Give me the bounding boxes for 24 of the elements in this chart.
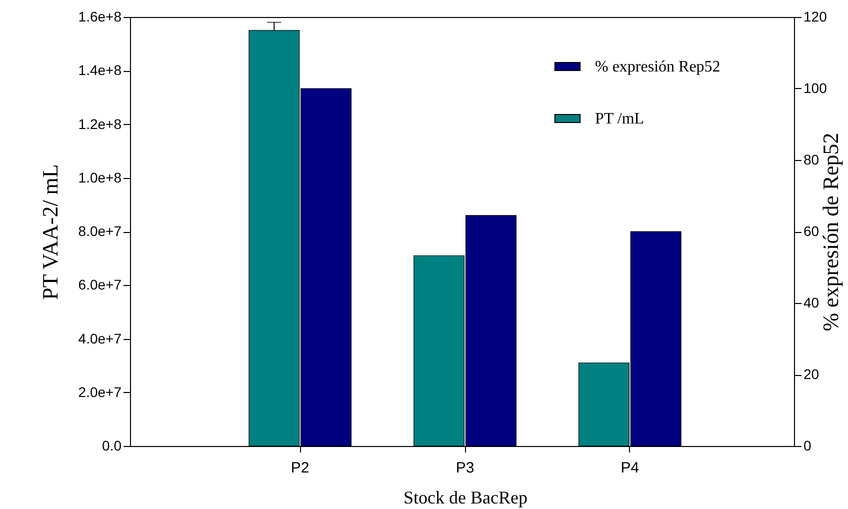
y-tick-label: 1.4e+8 [78,62,122,78]
x-tick-label: P2 [290,460,310,476]
y-tick-label: 1.2e+8 [78,116,122,132]
y2-tick-label: 0 [804,438,812,454]
legend-label: PT /mL [595,110,644,128]
y2-tick-label: 20 [804,366,820,382]
y-tick-label: 2.0e+7 [78,384,122,400]
y2-tick-label: 40 [804,294,820,310]
y-tick-label: 6.0e+7 [78,276,122,293]
y-tick-label: 8.0e+7 [78,223,122,239]
x-tick-label: P3 [456,460,474,476]
y2-tick-label: 120 [804,8,828,24]
y2-tick-label: 100 [804,80,828,96]
x-tick-label: P4 [620,460,640,476]
y-tick-label: 0.0 [102,438,122,454]
y2-tick-label: 60 [804,223,820,239]
y-tick-label: 1.0e+8 [78,169,122,186]
y-tick-label: 1.6e+8 [78,8,122,24]
y2-tick-label: 80 [804,152,820,168]
x-axis-title: Stock de BacRep [404,488,528,508]
y-tick-label: 4.0e+7 [78,330,122,346]
y-axis-title: PT VAA-2/ mL [37,164,62,300]
y2-axis-title: % expresión de Rep52 [818,132,843,332]
legend-label: % expresión Rep52 [595,58,720,76]
